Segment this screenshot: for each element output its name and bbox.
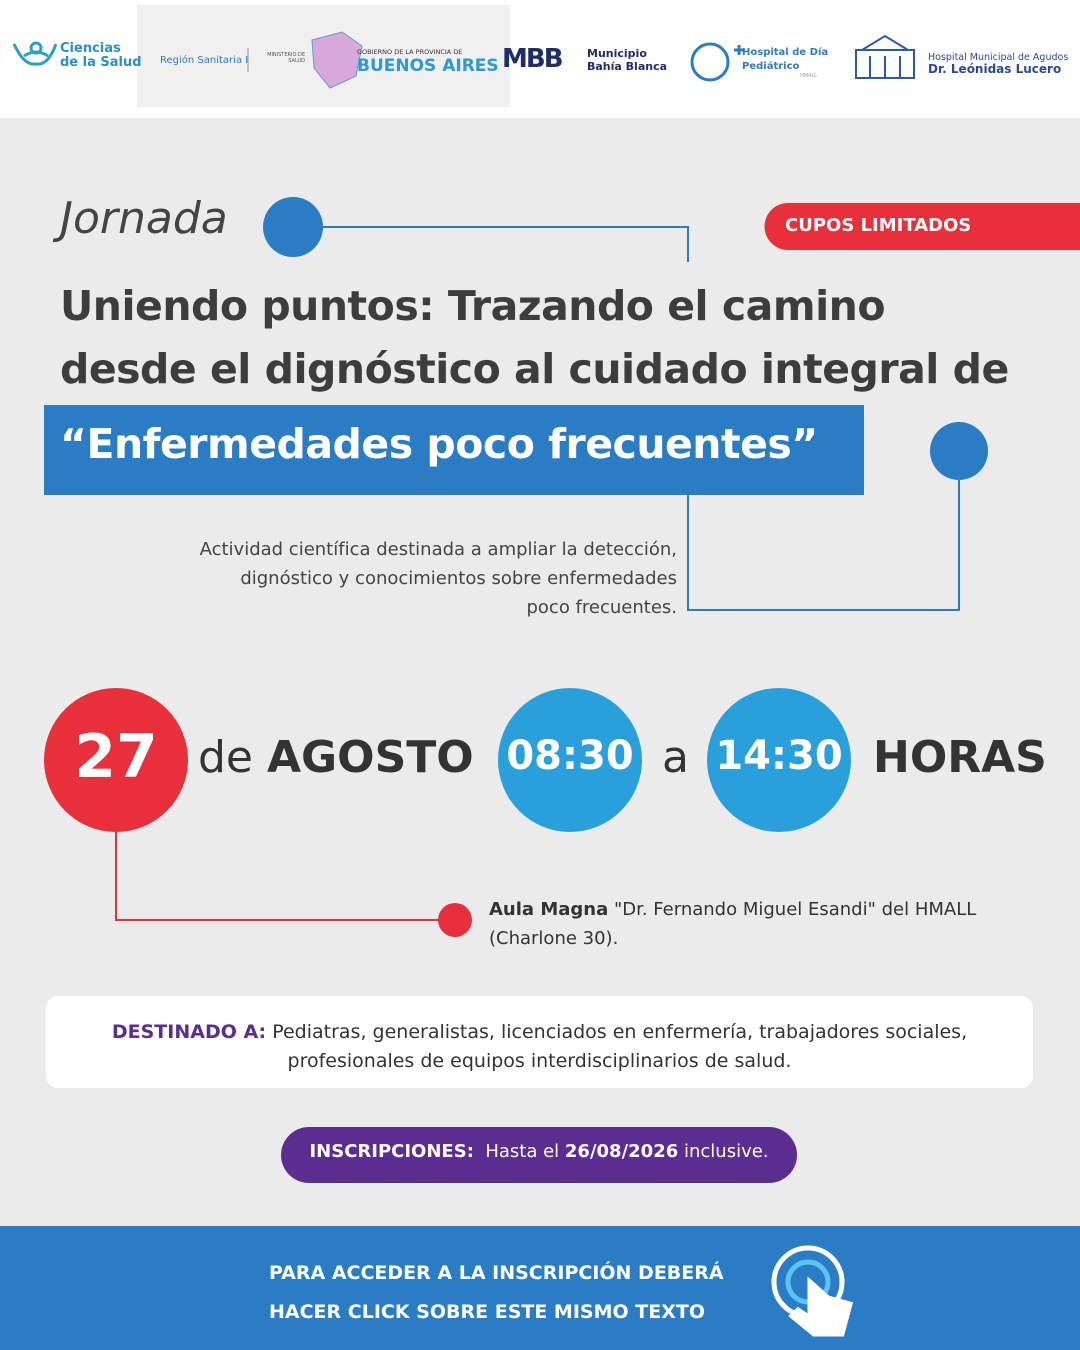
day-circle — [44, 688, 188, 832]
text: INSCRIPCIONES: — [309, 1141, 474, 1162]
text: "Dr. Fernando Miguel Esandi" del HMALL — [613, 899, 977, 920]
audience-box — [46, 996, 1033, 1088]
text: inclusive. — [683, 1141, 769, 1162]
event-title: Uniendo puntos: Trazando el camino desde … — [60, 275, 1009, 401]
text: Pediátrico — [742, 61, 800, 72]
event-highlight: “Enfermedades poco frecuentes” — [60, 420, 818, 468]
logo-text: MBB — [502, 44, 563, 74]
logo-map — [311, 31, 363, 89]
event-kind: Jornada — [60, 193, 228, 244]
event-description: Actividad científica destinada a ampliar… — [200, 535, 677, 622]
text: Pediatras, generalistas, licenciados en … — [272, 1021, 968, 1043]
dot — [930, 422, 988, 480]
registration-pill — [281, 1127, 797, 1183]
audience: DESTINADO A: Pediatras, generalistas, li… — [46, 1018, 1033, 1076]
text: AGOSTO — [267, 732, 474, 783]
hours-label: HORAS — [873, 732, 1047, 783]
text: desde el dignóstico al cuidado integral … — [60, 345, 1009, 393]
dot — [263, 197, 323, 257]
logo-text: HMALL — [800, 73, 818, 79]
logo-text: Hospital de Día Pediátrico — [742, 46, 828, 74]
footer-bg — [0, 1226, 1080, 1350]
logo-text: Región Sanitaria I — [160, 55, 249, 66]
highlight-bg — [44, 405, 864, 495]
text: (Charlone 30). — [489, 928, 619, 949]
logo-text: Municipio Bahía Blanca — [587, 47, 667, 73]
text: Municipio — [587, 47, 647, 60]
time-sep: a — [662, 732, 689, 783]
location: Aula Magna "Dr. Fernando Miguel Esandi" … — [489, 895, 976, 953]
text: poco frecuentes. — [526, 597, 677, 618]
registration: INSCRIPCIONES: Hasta el 26/08/2026 inclu… — [281, 1141, 797, 1162]
logo-text: Ciencias de la Salud — [60, 42, 142, 70]
text: Uniendo puntos: Trazando el camino — [60, 282, 885, 330]
text: Hasta el — [485, 1141, 560, 1162]
text[interactable]: PARA ACCEDER A LA INSCRIPCIÓN DEBERÁ — [269, 1262, 724, 1284]
text[interactable]: HACER CLICK SOBRE ESTE MISMO TEXTO — [269, 1301, 705, 1323]
logo-building — [855, 34, 915, 79]
connector-lines — [115, 226, 960, 921]
logo-text: Dr. Leónidas Lucero — [928, 62, 1062, 76]
badge: CUPOS LIMITADOS — [785, 215, 972, 236]
text: Aula Magna — [489, 899, 609, 920]
start-time: 08:30 — [506, 733, 634, 779]
text: profesionales de equipos interdisciplina… — [287, 1050, 792, 1072]
text: Bahía Blanca — [587, 60, 668, 73]
time-circle — [498, 688, 642, 832]
click-icon — [771, 1245, 854, 1337]
registration-link[interactable]: PARA ACCEDER A LA INSCRIPCIÓN DEBERÁ HACE… — [269, 1254, 724, 1332]
logo-icon — [12, 41, 58, 66]
end-time: 14:30 — [715, 733, 843, 779]
date-text: de AGOSTO — [198, 732, 474, 783]
text: DESTINADO A: — [111, 1021, 267, 1043]
logo-text: MINISTERIO DE SALUD — [267, 52, 305, 64]
text: Ciencias — [60, 41, 121, 56]
logo-icon — [690, 42, 744, 82]
text: Actividad científica destinada a ampliar… — [199, 539, 677, 560]
text: de la Salud — [60, 55, 142, 70]
text: de — [198, 732, 253, 783]
day: 27 — [74, 722, 158, 792]
badge-bg — [764, 203, 1080, 250]
logo-text: GOBIERNO DE LA PROVINCIA DE — [357, 48, 463, 56]
text: dignóstico y conocimientos sobre enferme… — [240, 568, 677, 589]
text: Hospital de Día — [742, 47, 829, 58]
time-circle — [707, 688, 851, 832]
logo-text: Hospital Municipal de Agudos — [928, 52, 1069, 63]
text: 26/08/2026 — [564, 1141, 679, 1162]
logo-text: BUENOS AIRES — [357, 56, 499, 76]
dot — [438, 903, 472, 937]
